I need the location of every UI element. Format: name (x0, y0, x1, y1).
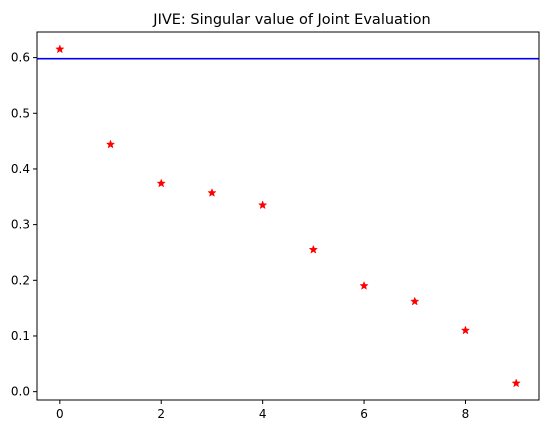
y-tick-label: 0.1 (11, 329, 30, 343)
data-point-6 (359, 280, 369, 290)
y-tick-label: 0.3 (11, 218, 30, 232)
data-point-1 (105, 139, 116, 149)
x-tick-label: 8 (462, 407, 470, 421)
y-tick-label: 0.0 (11, 385, 30, 399)
axes-frame (36, 31, 540, 401)
y-tick-label: 0.2 (11, 273, 30, 287)
data-point-5 (308, 244, 319, 254)
data-point-4 (257, 200, 268, 210)
data-point-7 (410, 296, 420, 306)
y-tick-label: 0.4 (11, 162, 30, 176)
x-tick-label: 4 (259, 407, 267, 421)
x-tick-label: 6 (360, 407, 368, 421)
x-tick-label: 0 (56, 407, 64, 421)
data-point-2 (156, 178, 166, 188)
data-point-3 (207, 188, 217, 197)
y-tick-label: 0.6 (11, 51, 30, 65)
data-point-0 (55, 44, 65, 54)
plot-area (37, 44, 539, 388)
y-tick-label: 0.5 (11, 106, 30, 120)
data-point-8 (460, 325, 471, 335)
x-tick-label: 2 (157, 407, 165, 421)
data-point-9 (511, 378, 521, 388)
axes: 0 2 4 6 8 0.0 0.1 0.2 0.3 0.4 0.5 0.6 (11, 31, 540, 421)
chart-title: JIVE: Singular value of Joint Evaluation (152, 12, 430, 28)
